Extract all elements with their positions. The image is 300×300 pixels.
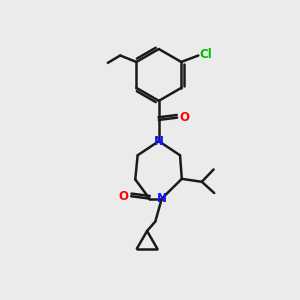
Text: O: O: [179, 111, 189, 124]
Text: O: O: [118, 190, 128, 203]
Text: N: N: [157, 192, 167, 205]
Text: N: N: [154, 135, 164, 148]
Text: Cl: Cl: [200, 48, 213, 62]
